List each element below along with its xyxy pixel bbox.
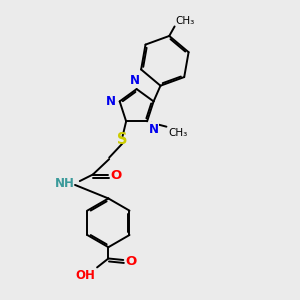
- Text: N: N: [130, 74, 140, 87]
- Text: N: N: [106, 95, 116, 108]
- Text: CH₃: CH₃: [175, 16, 194, 26]
- Text: N: N: [148, 123, 159, 136]
- Text: N: N: [130, 74, 140, 87]
- Text: N: N: [148, 123, 159, 136]
- Text: CH₃: CH₃: [168, 128, 187, 138]
- Text: OH: OH: [76, 269, 96, 282]
- Text: O: O: [111, 169, 122, 182]
- Text: N: N: [106, 95, 116, 108]
- Text: S: S: [117, 132, 128, 147]
- Text: O: O: [126, 255, 137, 268]
- Text: NH: NH: [55, 177, 74, 190]
